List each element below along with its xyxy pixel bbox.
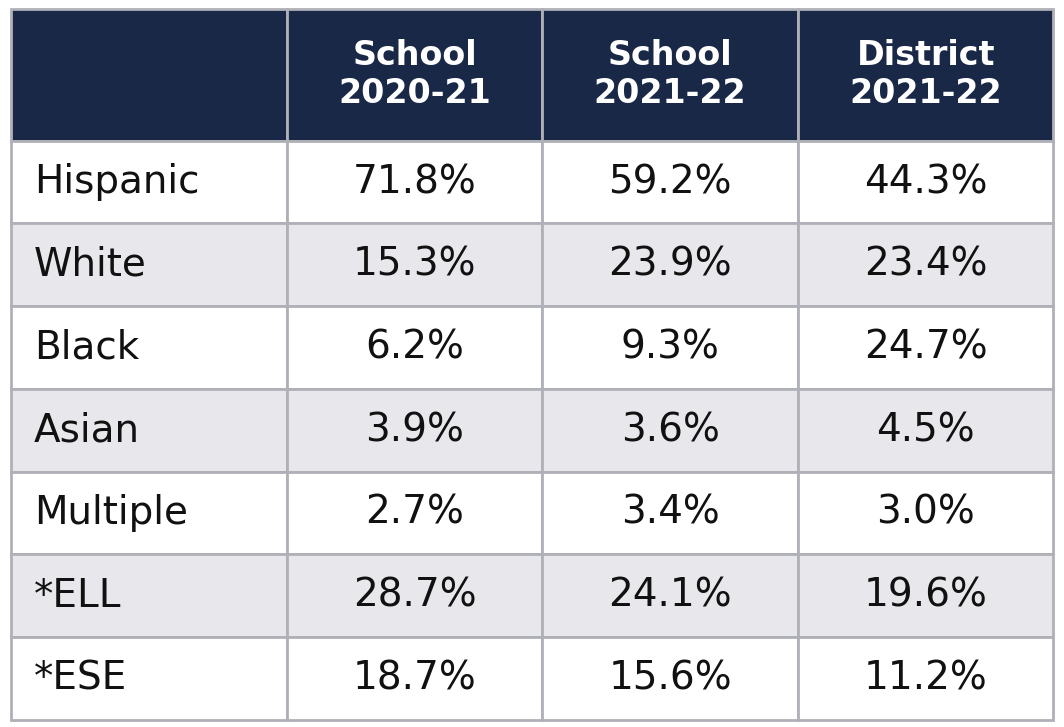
Text: 44.3%: 44.3%	[864, 163, 987, 201]
Bar	[798, 472, 1053, 554]
Bar	[287, 140, 543, 223]
Bar	[798, 223, 1053, 306]
Text: 59.2%: 59.2%	[609, 163, 732, 201]
Text: 15.3%: 15.3%	[353, 246, 477, 284]
Bar	[543, 389, 798, 472]
Bar	[11, 554, 287, 637]
Bar	[798, 9, 1053, 140]
Bar	[543, 637, 798, 720]
Text: 3.4%: 3.4%	[620, 494, 719, 532]
Text: District
2021-22: District 2021-22	[849, 39, 1002, 111]
Text: 3.6%: 3.6%	[620, 411, 719, 449]
Bar	[798, 140, 1053, 223]
Text: *ESE: *ESE	[34, 659, 128, 697]
Bar	[543, 140, 798, 223]
Text: 9.3%: 9.3%	[620, 329, 719, 366]
Text: 19.6%: 19.6%	[864, 577, 987, 614]
Bar	[543, 9, 798, 140]
Text: 24.1%: 24.1%	[609, 577, 732, 614]
Text: 18.7%: 18.7%	[353, 659, 477, 697]
Bar	[798, 637, 1053, 720]
Text: 4.5%: 4.5%	[877, 411, 975, 449]
Bar	[287, 637, 543, 720]
Text: *ELL: *ELL	[34, 577, 121, 614]
Bar	[543, 554, 798, 637]
Text: School
2021-22: School 2021-22	[594, 39, 747, 111]
Text: 28.7%: 28.7%	[353, 577, 477, 614]
Bar	[543, 223, 798, 306]
Bar	[11, 306, 287, 389]
Text: 3.0%: 3.0%	[877, 494, 975, 532]
Bar	[287, 554, 543, 637]
Text: 23.9%: 23.9%	[609, 246, 732, 284]
Bar	[287, 389, 543, 472]
Bar	[798, 389, 1053, 472]
Bar	[11, 637, 287, 720]
Bar	[798, 306, 1053, 389]
Text: White: White	[34, 246, 147, 284]
Bar	[11, 472, 287, 554]
Text: 24.7%: 24.7%	[864, 329, 987, 366]
Bar	[11, 9, 287, 140]
Text: 15.6%: 15.6%	[609, 659, 732, 697]
Text: Black: Black	[34, 329, 139, 366]
Text: 6.2%: 6.2%	[365, 329, 464, 366]
Text: Hispanic: Hispanic	[34, 163, 200, 201]
Text: Multiple: Multiple	[34, 494, 188, 532]
Text: 71.8%: 71.8%	[353, 163, 477, 201]
Bar	[11, 140, 287, 223]
Text: 2.7%: 2.7%	[365, 494, 464, 532]
Bar	[287, 306, 543, 389]
Bar	[287, 9, 543, 140]
Text: School
2020-21: School 2020-21	[338, 39, 492, 111]
Text: 11.2%: 11.2%	[864, 659, 987, 697]
Bar	[287, 223, 543, 306]
Text: 23.4%: 23.4%	[864, 246, 987, 284]
Bar	[11, 223, 287, 306]
Bar	[798, 554, 1053, 637]
Text: Asian: Asian	[34, 411, 140, 449]
Bar	[543, 472, 798, 554]
Text: 3.9%: 3.9%	[365, 411, 464, 449]
Bar	[543, 306, 798, 389]
Bar	[287, 472, 543, 554]
Bar	[11, 389, 287, 472]
